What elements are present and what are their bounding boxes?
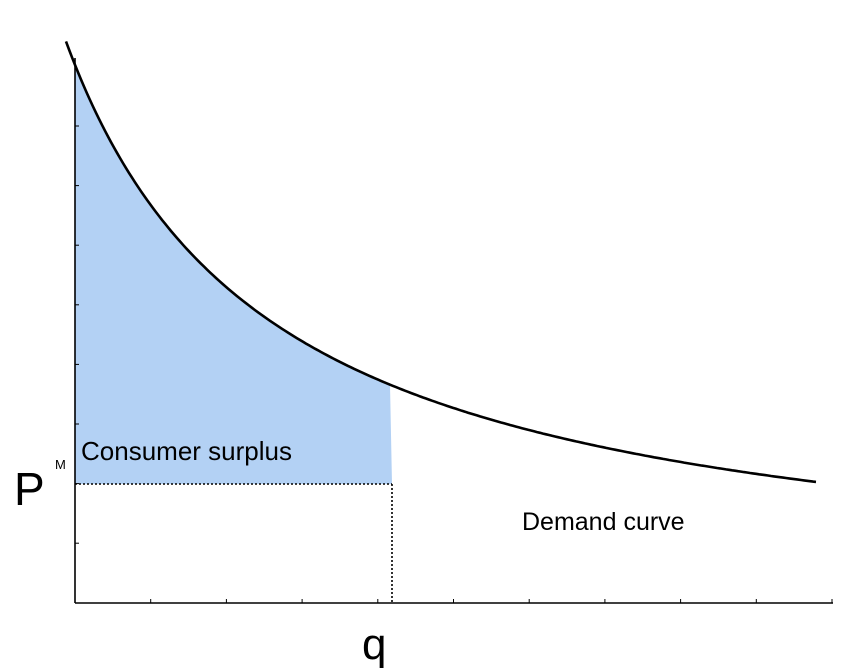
consumer-surplus-label: Consumer surplus — [81, 436, 292, 466]
demand-curve — [64, 40, 817, 484]
price-label-superscript: M — [55, 457, 66, 472]
x-axis-ticks — [150, 599, 833, 603]
quantity-label: q — [362, 620, 386, 669]
demand-curve-label: Demand curve — [522, 508, 685, 536]
consumer-surplus-area — [75, 64, 392, 485]
y-axis-ticks — [75, 125, 79, 544]
price-label: P — [14, 463, 45, 515]
